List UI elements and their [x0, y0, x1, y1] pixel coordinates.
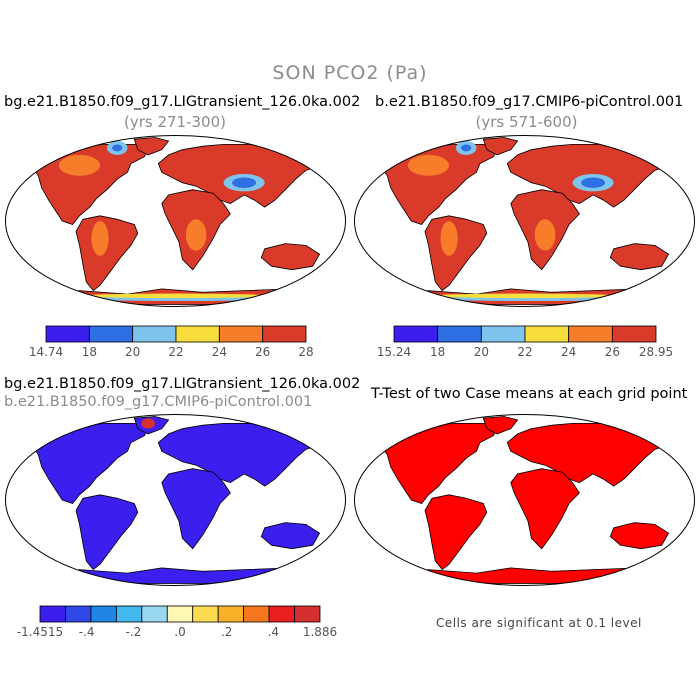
panel2-shade-patch: [440, 221, 458, 256]
significance-note: Cells are significant at 0.1 level: [436, 616, 642, 630]
panel1-colorbar-label: 18: [82, 345, 97, 359]
panel2-colorbar-label: 22: [517, 345, 532, 359]
panel2-colorbar-label: 28.95: [639, 345, 673, 359]
panel2-shade-patch: [534, 219, 556, 251]
panel3-colorbar-box: [115, 605, 143, 623]
panel1-colorbar-label: 24: [212, 345, 227, 359]
panel1-subtitle: (yrs 271-300): [123, 113, 226, 131]
panel3-colorbar-label: .4: [268, 625, 279, 639]
panel1-land: [30, 137, 324, 305]
panel3-colorbar-box: [192, 605, 219, 623]
panel2-subtitle: (yrs 571-600): [475, 113, 578, 131]
panel3-colorbar-box: [217, 605, 245, 623]
panel1-colorbar-label: 20: [125, 345, 140, 359]
panel1-colorbar-label: 26: [255, 345, 270, 359]
panel4-greenland: [482, 416, 519, 435]
panel2-colorbar-label: 20: [474, 345, 489, 359]
panel3-colorbar-box: [65, 605, 92, 623]
panel1-shade-patch: [58, 154, 101, 176]
panel3-map-border: [5, 414, 346, 586]
panel3-colorbar-label: .0: [174, 625, 185, 639]
panel1-greenland: [133, 137, 170, 156]
panel3-eurasia: [157, 422, 324, 487]
panel2-shade-patch: [428, 293, 621, 299]
panel4-africa: [510, 468, 580, 550]
panel3-colorbar-box: [39, 605, 66, 623]
panel2-colorbar-box: [524, 325, 570, 343]
panel3-colorbar: -1.4515 -.4 -.2 .0 .2 .4 1.886: [17, 605, 337, 639]
panel2-shade-patch: [407, 154, 450, 176]
panel2-colorbar-box: [480, 325, 526, 343]
panel1-map: [5, 135, 346, 307]
panel2-colorbar-label: 24: [561, 345, 576, 359]
panel2-map-border: [354, 135, 695, 307]
panel3-title: bg.e21.B1850.f09_g17.LIGtransient_126.0k…: [4, 376, 361, 392]
panel1-colorbar-box: [45, 325, 90, 343]
panel1-south-america: [75, 215, 139, 292]
panel4-title: T-Test of two Case means at each grid po…: [371, 386, 688, 402]
panel3-map: [5, 414, 346, 586]
panel2-colorbar-label: 18: [430, 345, 445, 359]
panel3-colorbar-box: [166, 605, 194, 623]
panel1-colorbar-box: [88, 325, 134, 343]
panel2-colorbar-label: 26: [605, 345, 620, 359]
panel3-colorbar-box: [141, 605, 168, 623]
panel3-subtitle: b.e21.B1850.f09_g17.CMIP6-piControl.001: [4, 394, 313, 410]
panel1-map-border: [5, 135, 346, 307]
panel2-colorbar-box: [437, 325, 482, 343]
panel4-land: [379, 416, 673, 584]
panel1-colorbar-label: 28: [298, 345, 313, 359]
panel1-colorbar-box: [262, 325, 307, 343]
panel3-land: [30, 416, 324, 584]
panel3-colorbar-label: -.4: [79, 625, 95, 639]
panel2-australia: [609, 243, 670, 271]
panel3-colorbar-label: 1.886: [303, 625, 337, 639]
panel4-eurasia: [506, 422, 673, 487]
panel1-colorbar-box: [132, 325, 177, 343]
panel2-title: b.e21.B1850.f09_g17.CMIP6-piControl.001: [375, 94, 684, 110]
panel3-colorbar-label: -.2: [125, 625, 141, 639]
panel3-colorbar-box: [243, 605, 270, 623]
panel2-colorbar-box: [611, 325, 657, 343]
panel2-land: [379, 137, 673, 305]
panel2-colorbar-box: [568, 325, 613, 343]
panel2-colorbar: 15.24 18 20 22 24 26 28.95: [377, 325, 673, 359]
panel1-shade-patch: [112, 144, 123, 152]
panel3-north-america: [30, 422, 149, 504]
panel1-title: bg.e21.B1850.f09_g17.LIGtransient_126.0k…: [4, 94, 361, 110]
panel1-australia: [260, 243, 321, 271]
panel4-north-america: [379, 422, 498, 504]
panel1-shade-patch: [232, 177, 257, 188]
panel2-map: [354, 135, 695, 307]
panel3-africa: [161, 468, 231, 550]
panel3-colorbar-label: .2: [221, 625, 232, 639]
panel3-south-america: [75, 494, 139, 571]
panel1-colorbar: 14.74 18 20 22 24 26 28: [29, 325, 314, 359]
panel3-colorbar-label: -1.4515: [17, 625, 63, 639]
panel3-shade-patch: [141, 418, 155, 429]
panel1-colorbar-box: [218, 325, 264, 343]
panel3-colorbar-box: [268, 605, 295, 623]
panel2-shade-patch: [461, 144, 472, 152]
panel2-colorbar-label: 15.24: [377, 345, 411, 359]
panel1-shade-patch: [185, 219, 207, 251]
panel1-shade-patch: [91, 221, 109, 256]
panel2-colorbar-box: [393, 325, 439, 343]
panel4-map-border: [354, 414, 695, 586]
panel3-colorbar-box: [294, 605, 321, 623]
panel1-colorbar-label: 14.74: [29, 345, 63, 359]
panel2-south-america: [424, 215, 488, 292]
panel3-australia: [260, 522, 321, 550]
panel4-south-america: [424, 494, 488, 571]
panel1-colorbar-label: 22: [168, 345, 183, 359]
panel3-colorbar-box: [90, 605, 117, 623]
panel2-greenland: [482, 137, 519, 156]
panel2-shade-patch: [581, 177, 606, 188]
panel1-colorbar-box: [175, 325, 220, 343]
figure-title: SON PCO2 (Pa): [272, 62, 428, 84]
panel4-map: [354, 414, 695, 586]
panel4-australia: [609, 522, 670, 550]
panel1-shade-patch: [79, 293, 272, 299]
